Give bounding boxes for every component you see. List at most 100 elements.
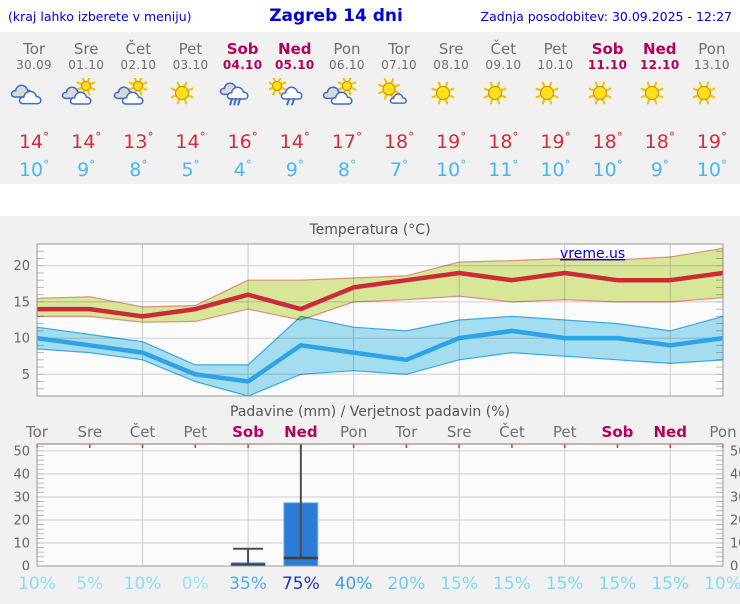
cloudy-icon [8, 73, 60, 122]
forecast-column[interactable]: Pet 03.10 14° 5° [164, 40, 216, 181]
precip-probability: 40% [334, 574, 373, 594]
max-temp: 13° [123, 130, 154, 153]
min-temp: 10° [436, 158, 467, 181]
partly-cloudy-icon [60, 73, 112, 122]
precip-day-label: Ned [284, 423, 318, 441]
min-temp: 4° [233, 158, 252, 181]
max-temp: 19° [540, 130, 571, 153]
day-name: Sre [73, 40, 99, 58]
forecast-column[interactable]: Sre 08.10 19° 10° [425, 41, 477, 181]
forecast-panel: Tor 30.09 14° 10° Sre 01.10 14° 9° Čet 02.10 13° 8°… [0, 32, 740, 184]
header: (kraj lahko izberete v meniju) Zagreb 14… [0, 0, 740, 28]
vreme-watermark-link[interactable]: vreme.us [560, 246, 625, 262]
day-date: 11.10 [587, 58, 628, 72]
forecast-column[interactable]: Sob 11.10 18° 10° [582, 41, 634, 182]
day-date: 08.10 [433, 58, 470, 72]
svg-text:30: 30 [13, 490, 30, 505]
min-temp: 10° [540, 158, 571, 181]
sunny-icon [477, 73, 529, 122]
svg-text:10: 10 [730, 536, 740, 551]
forecast-column[interactable]: Ned 05.10 14° 9° [268, 40, 321, 181]
sunny-icon [582, 73, 634, 122]
day-date: 09.10 [485, 58, 522, 72]
temp-chart-title: Temperatura (°C) [309, 222, 431, 238]
precip-day-label: Pet [183, 423, 208, 441]
max-temp: 16° [227, 130, 258, 153]
forecast-column[interactable]: Tor 07.10 18° 7° [373, 40, 425, 181]
precip-probability: 15% [545, 574, 584, 594]
max-temp: 14° [279, 130, 310, 153]
forecast-column[interactable]: Pon 13.10 19° 10° [686, 40, 738, 181]
precip-probability: 35% [229, 574, 267, 594]
precip-probability: 0% [181, 574, 209, 594]
max-temp: 18° [488, 130, 519, 153]
max-temp: 19° [696, 130, 727, 153]
last-update-text: Zadnja posodobitev: 30.09.2025 - 12:27 [480, 9, 732, 24]
day-name: Čet [125, 40, 152, 58]
day-name: Ned [643, 40, 677, 58]
min-temp: 8° [337, 158, 356, 181]
forecast-column[interactable]: Sre 01.10 14° 9° [60, 40, 112, 181]
precip-prob-row: 10% 5% 10% 0% 35% 75% 40% 20% 15% 15% 15% 15% 15% 10% [0, 573, 740, 595]
forecast-row: Tor 30.09 14° 10° Sre 01.10 14° 9° Čet 02.10 13° 8°… [0, 32, 740, 182]
precip-days-row: Tor Sre Čet Pet Sob Ned Pon Tor Sre Čet Pet Sob Ned P… [0, 422, 740, 442]
max-temp: 18° [644, 130, 675, 153]
min-temp: 10° [18, 158, 50, 181]
precip-chart-title: Padavine (mm) / Verjetnost padavin (%) [230, 404, 510, 420]
partly-cloudy-icon [321, 73, 373, 122]
day-date: 02.10 [120, 58, 157, 72]
forecast-column[interactable]: Pet 10.10 19° 10° [529, 41, 581, 181]
svg-text:0: 0 [22, 560, 30, 571]
svg-text:30: 30 [730, 490, 740, 505]
day-name: Tor [23, 40, 46, 58]
forecast-column[interactable]: Ned 12.10 18° 9° [634, 40, 686, 182]
precip-chart: 0 0 10 10 20 20 30 30 40 40 50 50 [13, 443, 740, 571]
charts-panel: Temperatura (°C) 5 10 15 20 vreme.us Padavin… [0, 216, 740, 604]
min-temp: 7° [390, 158, 409, 181]
precip-day-label: Pon [340, 423, 368, 441]
svg-text:15: 15 [13, 295, 30, 310]
forecast-column[interactable]: Tor 30.09 14° 10° [8, 40, 60, 181]
max-temp: 17° [331, 130, 362, 153]
sunny-icon [529, 73, 581, 122]
day-name: Pon [698, 40, 726, 58]
precip-probability: 20% [387, 574, 426, 594]
day-name: Pon [333, 40, 361, 58]
rain-icon [217, 73, 269, 122]
forecast-column[interactable]: Čet 02.10 13° 8° [112, 40, 164, 181]
forecast-column[interactable]: Pon 06.10 17° 8° [321, 40, 373, 181]
svg-text:20: 20 [730, 513, 740, 528]
precip-day-label: Tor [26, 423, 48, 441]
precip-probability: 15% [651, 574, 690, 594]
max-temp: 14° [175, 130, 206, 153]
svg-text:10: 10 [13, 332, 30, 347]
svg-text:50: 50 [730, 444, 740, 459]
precip-day-label: Pet [552, 423, 577, 441]
min-temp: 9° [77, 158, 96, 181]
max-temp: 14° [71, 130, 102, 153]
day-name: Ned [278, 40, 312, 58]
precip-day-label: Tor [395, 423, 418, 441]
precip-probability: 15% [440, 574, 479, 594]
day-date: 30.09 [16, 58, 52, 72]
precip-day-label: Čet [499, 423, 525, 441]
day-date: 07.10 [381, 58, 417, 72]
max-temp: 19° [436, 130, 467, 153]
day-date: 06.10 [328, 58, 365, 72]
sun-rain-icon [268, 73, 321, 122]
svg-text:5: 5 [22, 368, 30, 383]
min-temp: 9° [650, 158, 669, 181]
min-temp: 5° [181, 158, 200, 181]
sunny-icon [425, 73, 477, 122]
precip-probability: 15% [493, 574, 531, 594]
svg-text:20: 20 [13, 259, 30, 274]
day-name: Pet [178, 40, 203, 58]
precip-probability: 15% [598, 574, 637, 594]
min-temp: 9° [285, 158, 304, 181]
mostly-sunny-icon [373, 73, 425, 122]
svg-text:20: 20 [13, 513, 30, 528]
day-name: Tor [388, 40, 411, 58]
min-temp: 10° [592, 158, 623, 181]
forecast-column[interactable]: Čet 09.10 18° 11° [477, 41, 529, 181]
forecast-column[interactable]: Sob 04.10 16° 4° [217, 41, 269, 181]
